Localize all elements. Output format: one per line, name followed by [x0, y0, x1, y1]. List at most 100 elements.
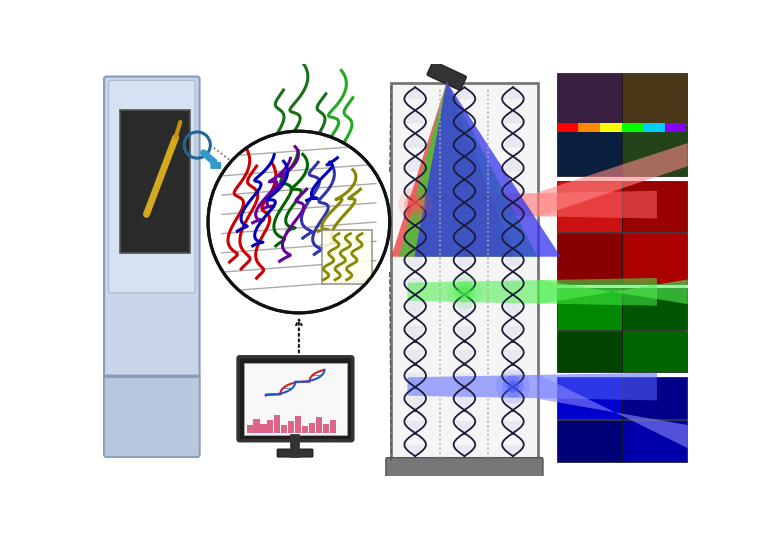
FancyBboxPatch shape	[288, 421, 294, 433]
Polygon shape	[457, 255, 472, 266]
Polygon shape	[405, 350, 425, 362]
Polygon shape	[405, 135, 426, 147]
FancyBboxPatch shape	[108, 80, 195, 293]
Polygon shape	[407, 278, 657, 305]
Polygon shape	[406, 159, 425, 171]
FancyBboxPatch shape	[302, 426, 308, 433]
FancyBboxPatch shape	[427, 62, 466, 90]
FancyBboxPatch shape	[600, 123, 622, 132]
Polygon shape	[454, 421, 475, 433]
Polygon shape	[407, 255, 423, 266]
FancyBboxPatch shape	[622, 73, 687, 124]
FancyBboxPatch shape	[622, 181, 687, 232]
FancyBboxPatch shape	[238, 357, 353, 441]
FancyBboxPatch shape	[622, 123, 643, 132]
FancyBboxPatch shape	[104, 375, 200, 457]
Polygon shape	[504, 302, 522, 314]
FancyBboxPatch shape	[295, 416, 301, 433]
FancyBboxPatch shape	[260, 424, 266, 433]
FancyBboxPatch shape	[665, 123, 687, 132]
FancyBboxPatch shape	[245, 363, 347, 434]
FancyBboxPatch shape	[622, 420, 687, 462]
FancyBboxPatch shape	[557, 331, 622, 372]
Circle shape	[496, 370, 530, 403]
Polygon shape	[404, 87, 426, 100]
Polygon shape	[454, 445, 475, 456]
Polygon shape	[407, 278, 423, 290]
Polygon shape	[399, 82, 538, 257]
FancyBboxPatch shape	[557, 377, 622, 419]
Polygon shape	[456, 302, 473, 314]
Polygon shape	[502, 111, 523, 124]
Polygon shape	[503, 182, 522, 195]
FancyBboxPatch shape	[557, 181, 622, 232]
FancyBboxPatch shape	[386, 457, 543, 478]
Circle shape	[404, 194, 426, 216]
FancyBboxPatch shape	[281, 425, 287, 433]
FancyBboxPatch shape	[557, 123, 578, 132]
Polygon shape	[503, 350, 523, 362]
Circle shape	[208, 131, 390, 313]
Polygon shape	[404, 445, 426, 456]
Polygon shape	[405, 373, 425, 385]
Polygon shape	[407, 191, 657, 218]
Polygon shape	[502, 397, 523, 409]
Circle shape	[409, 198, 421, 211]
Polygon shape	[406, 302, 424, 314]
Polygon shape	[405, 111, 426, 124]
FancyBboxPatch shape	[274, 415, 280, 433]
Polygon shape	[503, 159, 522, 171]
FancyBboxPatch shape	[557, 233, 622, 284]
Polygon shape	[455, 159, 474, 171]
Polygon shape	[406, 326, 425, 338]
FancyBboxPatch shape	[247, 425, 252, 433]
Polygon shape	[505, 231, 521, 242]
Polygon shape	[538, 143, 688, 217]
Polygon shape	[502, 421, 524, 433]
FancyBboxPatch shape	[622, 288, 687, 330]
Polygon shape	[505, 278, 521, 290]
FancyBboxPatch shape	[557, 125, 622, 176]
Polygon shape	[454, 135, 474, 147]
Circle shape	[454, 281, 475, 303]
Circle shape	[458, 286, 471, 298]
FancyBboxPatch shape	[277, 449, 313, 457]
Polygon shape	[505, 255, 521, 266]
Circle shape	[502, 376, 524, 398]
Circle shape	[398, 188, 432, 221]
Polygon shape	[457, 278, 472, 290]
FancyBboxPatch shape	[557, 288, 622, 330]
Polygon shape	[392, 82, 515, 257]
Polygon shape	[406, 207, 424, 219]
Polygon shape	[454, 111, 475, 124]
FancyBboxPatch shape	[557, 420, 622, 462]
FancyBboxPatch shape	[104, 77, 200, 457]
Polygon shape	[454, 373, 474, 385]
Polygon shape	[456, 207, 473, 219]
Polygon shape	[405, 397, 426, 409]
Polygon shape	[538, 279, 688, 304]
Polygon shape	[404, 421, 426, 433]
FancyBboxPatch shape	[309, 423, 315, 433]
Polygon shape	[407, 231, 423, 242]
FancyBboxPatch shape	[557, 73, 622, 124]
Circle shape	[507, 380, 519, 393]
Polygon shape	[454, 87, 475, 100]
FancyBboxPatch shape	[622, 233, 687, 284]
Polygon shape	[455, 326, 474, 338]
FancyBboxPatch shape	[578, 123, 600, 132]
Polygon shape	[406, 182, 425, 195]
FancyBboxPatch shape	[323, 424, 329, 433]
Polygon shape	[503, 326, 522, 338]
FancyBboxPatch shape	[316, 417, 322, 433]
FancyBboxPatch shape	[392, 83, 538, 462]
FancyBboxPatch shape	[622, 125, 687, 176]
Polygon shape	[504, 207, 522, 219]
Polygon shape	[502, 445, 524, 456]
Polygon shape	[503, 135, 523, 147]
Polygon shape	[454, 397, 475, 409]
FancyBboxPatch shape	[120, 110, 190, 253]
FancyBboxPatch shape	[267, 420, 273, 433]
FancyBboxPatch shape	[330, 420, 336, 433]
Polygon shape	[503, 373, 523, 385]
